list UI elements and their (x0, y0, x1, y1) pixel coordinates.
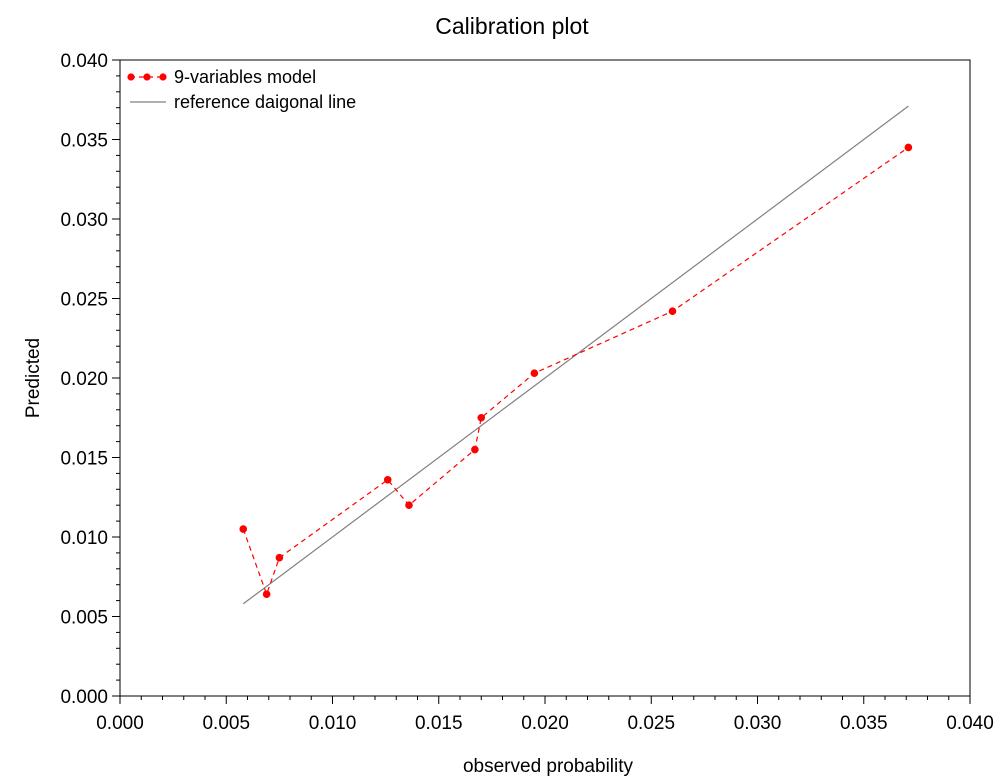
y-axis-label: Predicted (23, 338, 44, 418)
model-data-point (262, 590, 271, 599)
model-series-line (242, 146, 909, 597)
x-tick-label: 0.030 (734, 713, 782, 734)
legend-model-label: 9-variables model (174, 67, 316, 87)
model-data-point (405, 501, 413, 510)
x-tick-label: 0.020 (521, 713, 569, 734)
x-tick-label: 0.010 (309, 713, 357, 734)
y-tick-label: 0.005 (60, 608, 108, 629)
series-layer (239, 105, 913, 605)
model-data-point (471, 445, 479, 454)
x-tick-label: 0.015 (415, 713, 463, 734)
legend-model-marker (143, 73, 151, 81)
x-axis-label: observed probability (463, 756, 634, 777)
y-axis: 0.000 0.005 0.010 0.015 0.020 0.025 0.030 0.035… (60, 51, 120, 708)
legend-model-marker (127, 73, 135, 81)
legend-item-model: 9-variables model (127, 67, 316, 87)
y-tick-label: 0.000 (60, 687, 108, 708)
model-data-point (239, 525, 248, 533)
y-tick-label: 0.015 (60, 449, 108, 470)
x-tick-label: 0.025 (627, 713, 675, 734)
x-tick-label: 0.040 (946, 713, 994, 734)
model-data-point (383, 475, 392, 484)
model-data-point (530, 369, 539, 378)
x-tick-label: 0.000 (96, 713, 144, 734)
y-tick-label: 0.025 (60, 290, 108, 311)
model-data-point (904, 143, 913, 152)
model-data-point (668, 307, 677, 316)
x-tick-label: 0.005 (202, 713, 250, 734)
y-tick-label: 0.035 (60, 131, 108, 152)
legend-reference-label: reference daigonal line (174, 92, 356, 112)
legend-model-marker (159, 73, 167, 81)
model-data-point (275, 553, 284, 562)
chart-title: Calibration plot (435, 13, 589, 39)
y-tick-label: 0.030 (60, 210, 108, 231)
y-tick-label: 0.020 (60, 369, 108, 390)
legend: 9-variables model reference daigonal lin… (127, 67, 356, 112)
x-tick-label: 0.035 (840, 713, 888, 734)
y-tick-label: 0.010 (60, 528, 108, 549)
model-data-point (477, 413, 486, 422)
y-tick-label: 0.040 (60, 51, 108, 72)
legend-item-reference: reference daigonal line (130, 92, 356, 112)
x-axis: 0.000 0.005 0.010 0.015 0.020 0.025 0.030 0.035… (96, 696, 994, 734)
